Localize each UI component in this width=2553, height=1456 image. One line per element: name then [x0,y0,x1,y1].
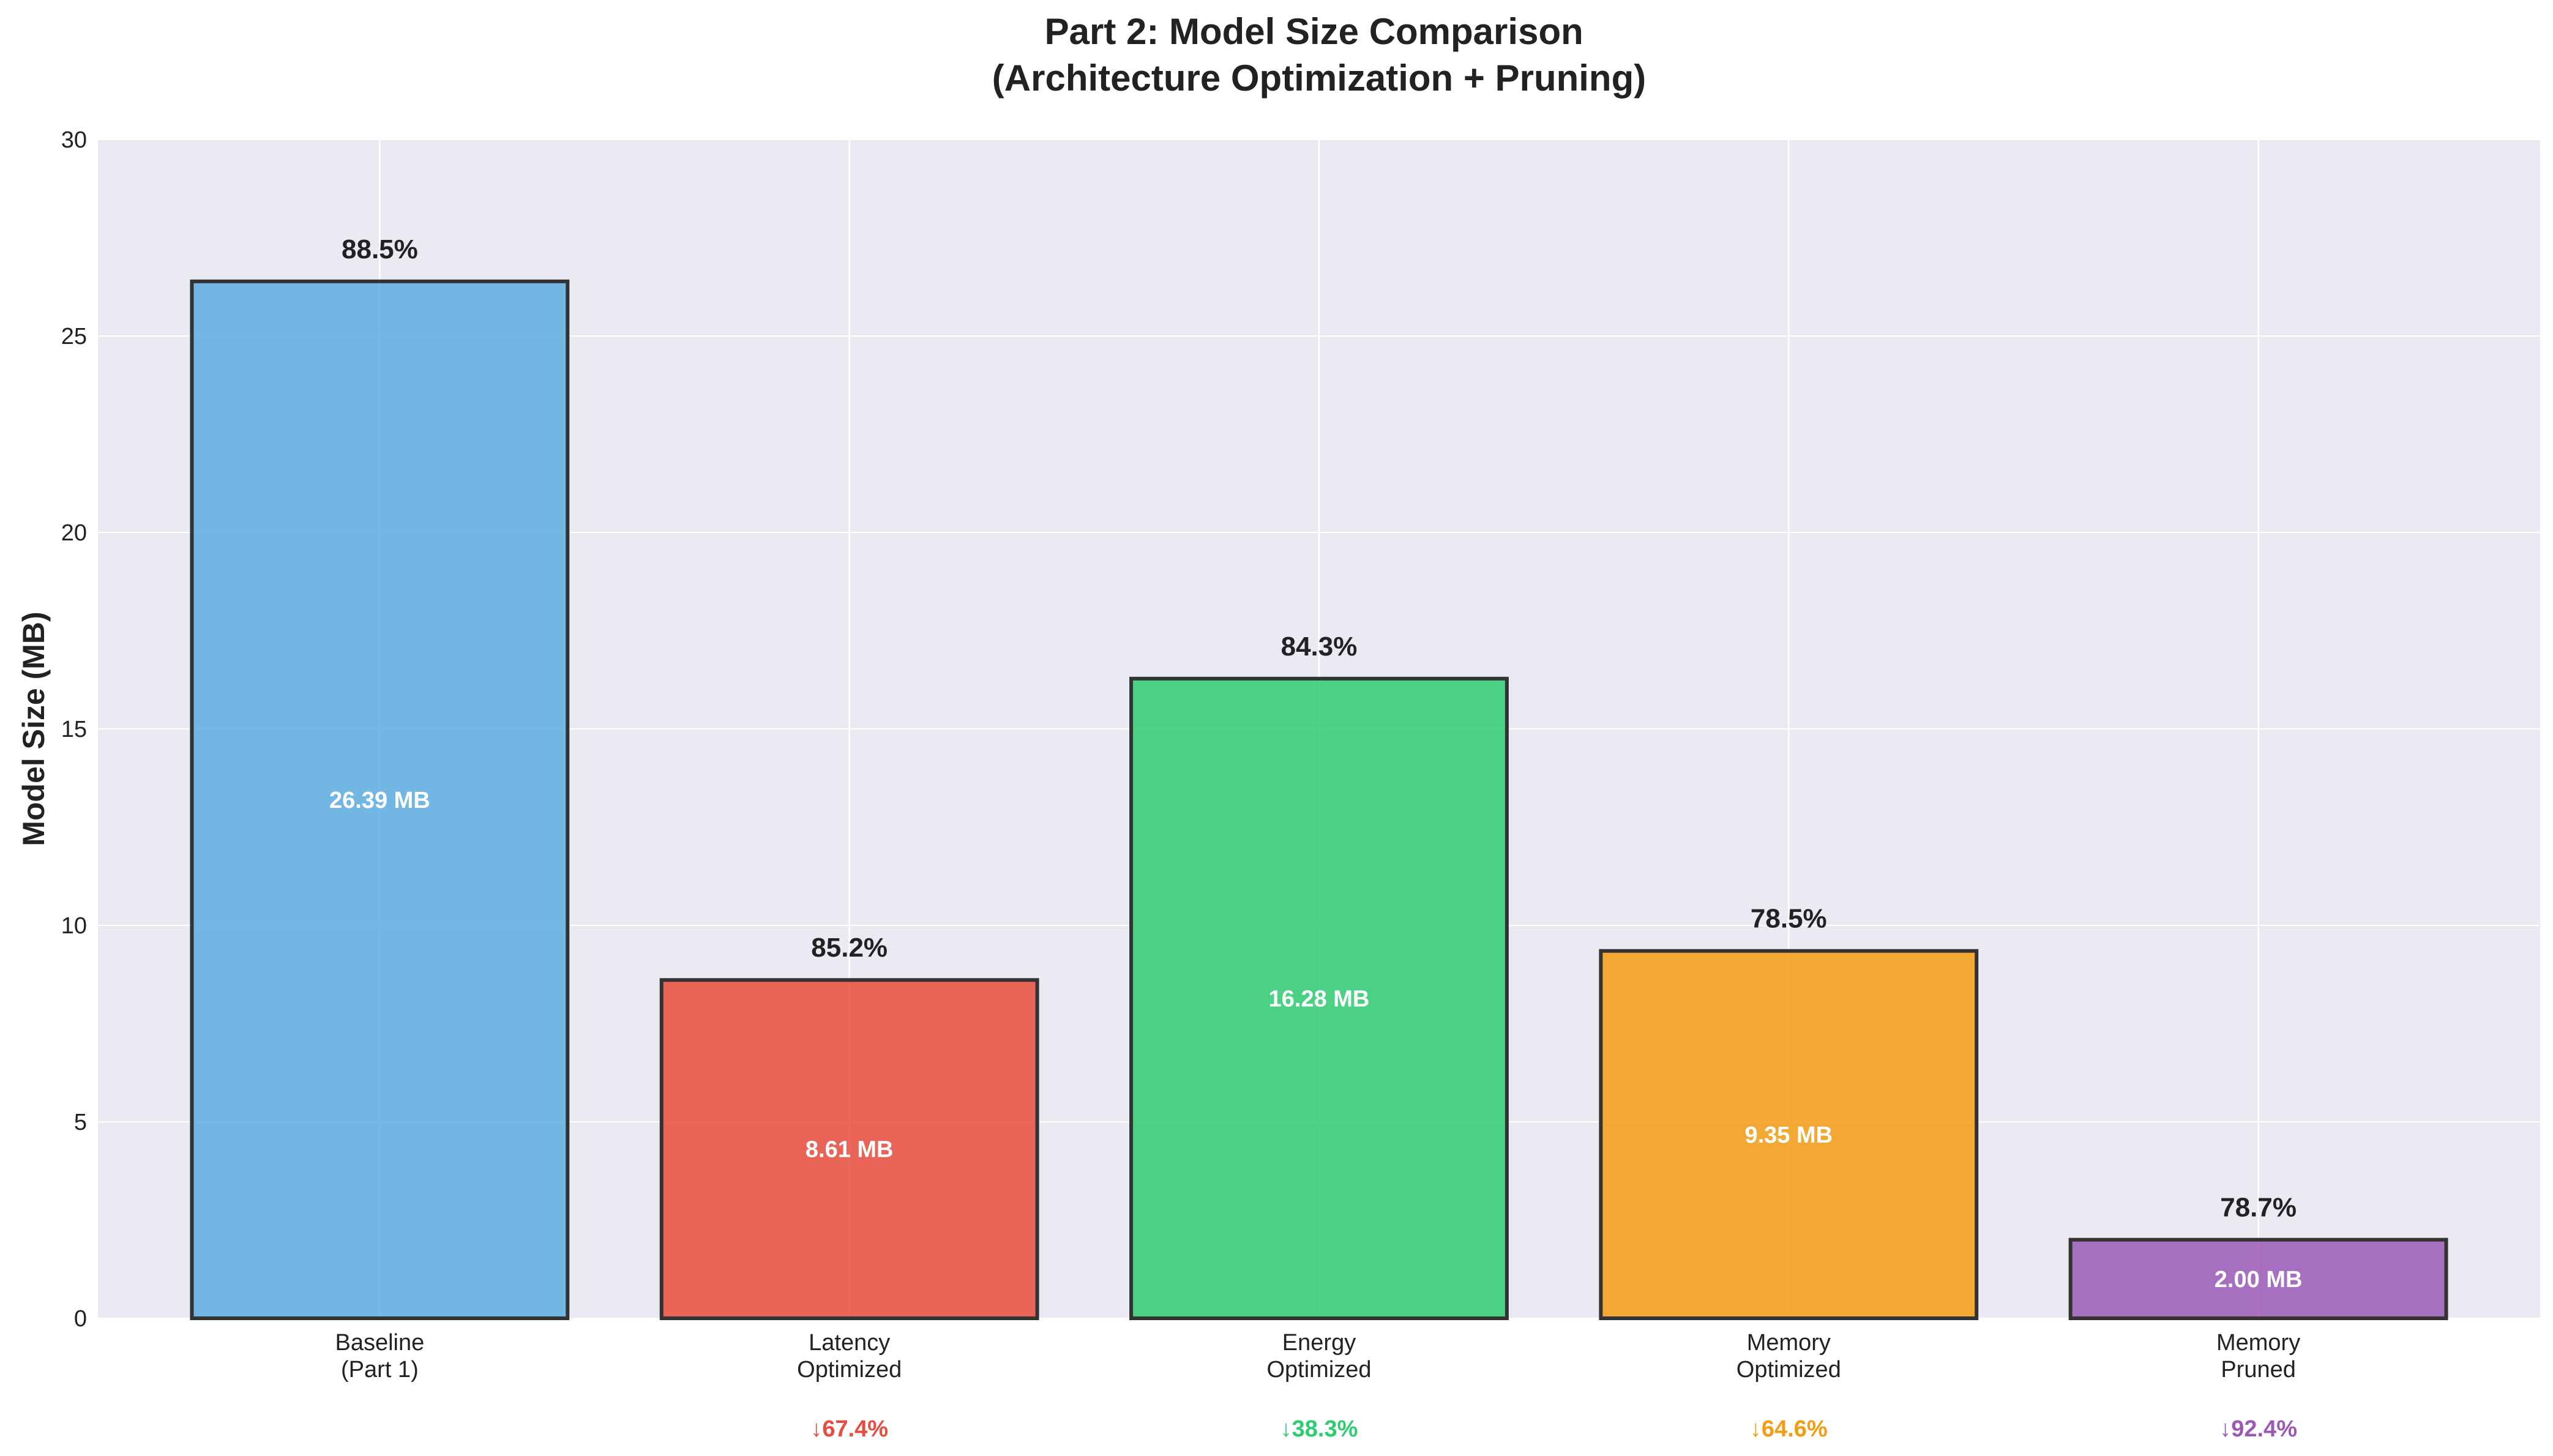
bar-1 [659,978,1039,1321]
reduction-label-1: ↓67.4% [810,1416,888,1442]
x-tick-label-3-line-0: Memory [1747,1330,1831,1356]
bar-4 [2068,1238,2448,1320]
x-tick-label-0-line-1: (Part 1) [341,1357,419,1383]
x-tick-label-0-line-0: Baseline [335,1330,425,1356]
bar-value-label-1: 8.61 MB [806,1137,894,1163]
bar-3 [1599,949,1979,1320]
x-tick-label-3: Memory Optimized [1736,1330,1841,1383]
x-tick-label-2-line-0: Energy [1282,1330,1356,1356]
chart-title: Part 2: Model Size Comparison (Architect… [992,11,1646,99]
bar-top-label-2: 84.3% [1281,632,1358,662]
x-tick-label-3-line-1: Optimized [1736,1357,1841,1383]
y-tick-label-4: 20 [61,520,87,546]
x-tick-label-1-line-1: Optimized [797,1357,902,1383]
x-axis-ticks: Baseline (Part 1)Latency Optimized↓67.4%En… [335,1330,2301,1442]
y-axis-label: Model Size (MB) [17,611,51,846]
y-tick-label-5: 25 [61,324,87,349]
bars: 88.5% 26.39 MB 85.2% 8.61 MB 84.3% 16.28 MB 78… [190,234,2448,1321]
bar-top-label-4: 78.7% [2220,1193,2297,1223]
bar-top-label-1: 85.2% [811,933,888,963]
x-tick-label-4: Memory Pruned [2216,1330,2300,1383]
x-tick-label-4-line-0: Memory [2216,1330,2300,1356]
bar-value-label-4: 2.00 MB [2215,1267,2303,1293]
x-tick-label-1-line-0: Latency [809,1330,890,1356]
y-axis-ticks: 0 5 10 15 20 25 30 [61,127,87,1332]
y-tick-label-6: 30 [61,127,87,153]
bar-top-label-0: 88.5% [342,234,418,264]
reduction-label-4: ↓92.4% [2219,1416,2297,1442]
y-tick-label-2: 10 [61,913,87,939]
chart-title-line-2: (Architecture Optimization + Pruning) [992,58,1646,99]
bar-top-label-3: 78.5% [1751,904,1827,934]
x-tick-label-0: Baseline (Part 1) [335,1330,425,1383]
bar-value-label-3: 9.35 MB [1744,1122,1833,1148]
y-tick-label-1: 5 [74,1110,87,1135]
x-tick-label-4-line-1: Pruned [2221,1357,2296,1383]
y-tick-label-0: 0 [74,1306,87,1332]
bar-0 [190,279,570,1321]
x-tick-label-2-line-1: Optimized [1266,1357,1371,1383]
x-tick-label-1: Latency Optimized [797,1330,902,1383]
y-tick-label-3: 15 [61,717,87,742]
x-tick-label-2: Energy Optimized [1266,1330,1371,1383]
reduction-label-2: ↓38.3% [1280,1416,1358,1442]
reduction-label-3: ↓64.6% [1750,1416,1828,1442]
bar-2 [1129,676,1509,1320]
bar-value-label-0: 26.39 MB [329,788,430,813]
bar-value-label-2: 16.28 MB [1269,986,1370,1012]
chart-title-line-1: Part 2: Model Size Comparison [1045,11,1583,52]
